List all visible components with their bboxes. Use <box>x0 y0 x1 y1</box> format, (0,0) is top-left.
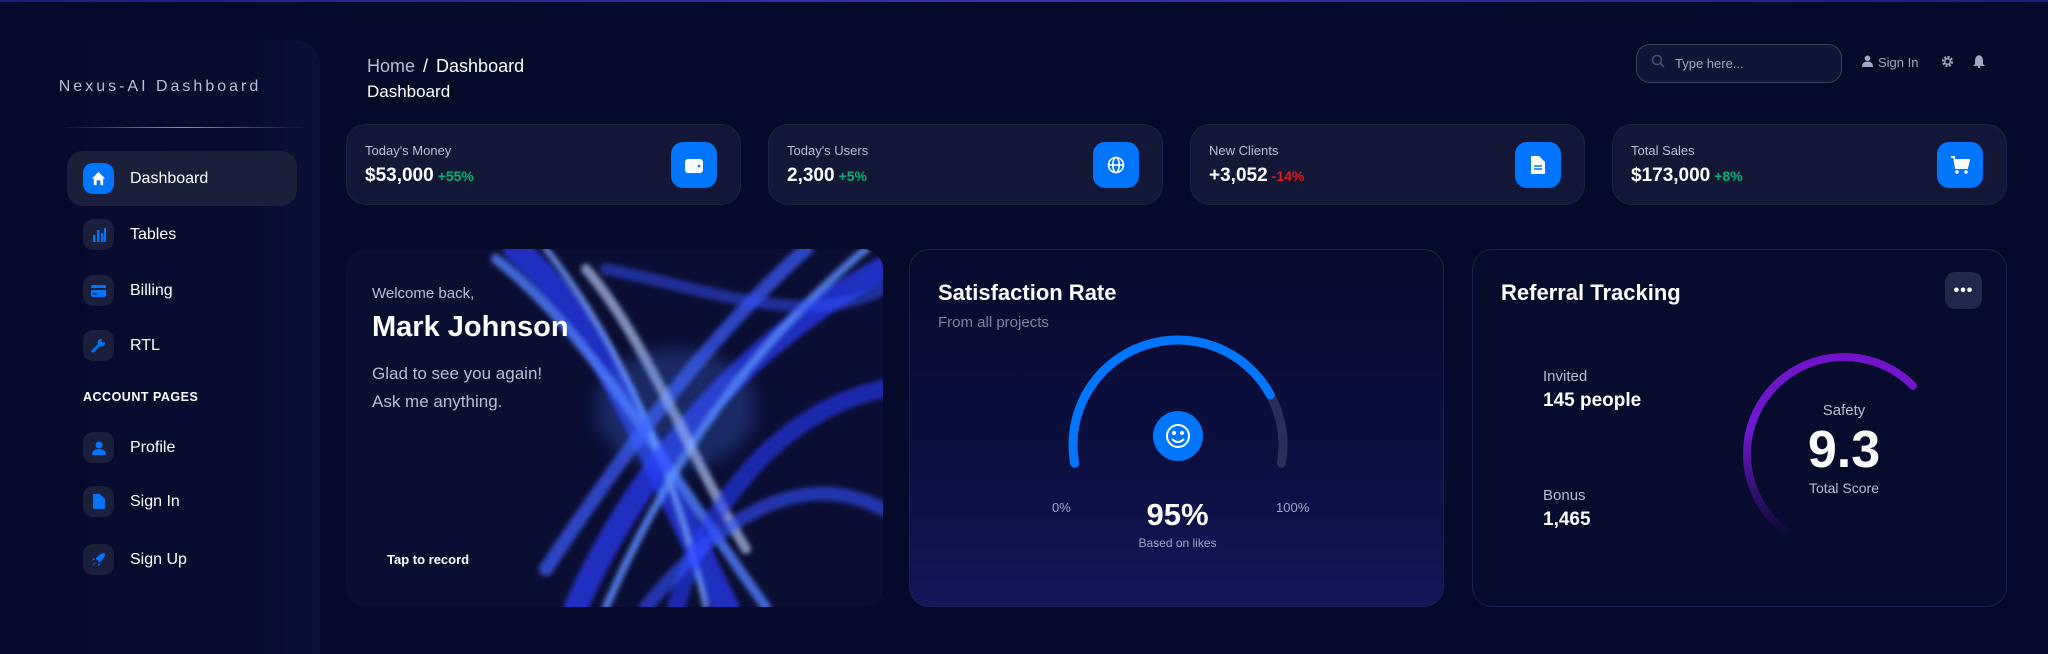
invited-label: Invited <box>1543 368 1588 385</box>
top-border <box>0 0 2048 2</box>
sidebar-divider <box>60 127 305 128</box>
stat-change: -14% <box>1271 168 1305 184</box>
more-options-button[interactable]: ••• <box>1945 272 1982 309</box>
sidebar-item-profile[interactable]: Profile <box>67 420 297 475</box>
sidebar-item-label: Sign Up <box>130 550 187 568</box>
tap-to-record-button[interactable]: Tap to record <box>387 552 470 567</box>
stat-label: Total Sales <box>1631 143 1695 158</box>
sidebar-item-dashboard[interactable]: Dashboard <box>67 151 297 206</box>
stat-label: New Clients <box>1209 143 1279 158</box>
welcome-card: Welcome back, Mark Johnson Glad to see y… <box>346 249 883 607</box>
welcome-message-2: Ask me anything. <box>372 392 503 411</box>
safety-label: Safety <box>1822 402 1866 419</box>
page-title: Dashboard <box>367 82 451 101</box>
stat-value: $173,000 +8% <box>1631 165 1743 187</box>
sidebar-item-label: Tables <box>130 225 177 243</box>
sidebar-item-tables[interactable]: Tables <box>67 207 297 262</box>
satisfaction-value: 95% <box>1146 497 1209 532</box>
globe-icon <box>1093 142 1139 188</box>
invited-value: 145 people <box>1543 390 1642 411</box>
satisfaction-subtitle: From all projects <box>938 314 1049 331</box>
satisfaction-gauge <box>1068 335 1288 468</box>
safety-score: 9.3 <box>1807 421 1881 479</box>
sign-in-label: Sign In <box>1878 55 1919 70</box>
breadcrumb-separator: / <box>423 56 429 76</box>
smile-icon <box>1166 424 1190 448</box>
wrench-icon <box>83 330 114 361</box>
gear-icon[interactable] <box>1941 55 1954 73</box>
sidebar-item-label: Dashboard <box>130 169 209 187</box>
welcome-greeting: Welcome back, <box>372 285 475 302</box>
home-icon <box>83 163 114 194</box>
cart-icon <box>1937 142 1983 188</box>
user-icon <box>83 432 114 463</box>
stat-value: $53,000 +55% <box>365 165 474 187</box>
rocket-icon <box>83 544 114 575</box>
total-score-label: Total Score <box>1808 480 1880 496</box>
stat-number: $53,000 <box>365 165 434 186</box>
stat-card-users: Today's Users 2,300 +5% <box>768 124 1163 205</box>
sidebar <box>0 40 320 654</box>
sidebar-item-label: Profile <box>130 438 176 456</box>
referral-tracking-card: Referral Tracking ••• Invited 145 people… <box>1472 249 2007 607</box>
satisfaction-title: Satisfaction Rate <box>938 280 1117 305</box>
smile-icon-bg <box>1153 411 1203 461</box>
section-label-account: ACCOUNT PAGES <box>83 390 199 404</box>
bonus-label: Bonus <box>1543 487 1586 504</box>
sign-in-link[interactable]: Sign In <box>1862 55 1918 70</box>
stat-number: $173,000 <box>1631 165 1711 186</box>
stat-card-clients: New Clients +3,052 -14% <box>1190 124 1585 205</box>
sidebar-item-rtl[interactable]: RTL <box>67 318 297 373</box>
search-input[interactable] <box>1675 56 1825 71</box>
sidebar-item-sign-up[interactable]: Sign Up <box>67 532 297 587</box>
satisfaction-caption: Based on likes <box>1138 536 1217 550</box>
bell-icon[interactable] <box>1973 55 1985 73</box>
stat-number: 2,300 <box>787 165 835 186</box>
breadcrumb-home[interactable]: Home <box>367 56 416 76</box>
gauge-max-label: 100% <box>1276 500 1310 515</box>
welcome-message-1: Glad to see you again! <box>372 364 543 383</box>
document-icon <box>83 486 114 517</box>
sidebar-item-label: Billing <box>130 281 173 299</box>
stat-label: Today's Users <box>787 143 869 158</box>
wallet-icon <box>671 142 717 188</box>
sidebar-item-billing[interactable]: Billing <box>67 263 297 318</box>
user-name: Mark Johnson <box>372 311 569 343</box>
breadcrumb: Home / Dashboard <box>367 56 524 77</box>
search-box[interactable] <box>1636 44 1842 83</box>
search-icon <box>1651 54 1665 73</box>
app-logo: Nexus-AI Dashboard <box>58 78 262 95</box>
abstract-light-image <box>491 249 883 607</box>
bonus-value: 1,465 <box>1543 509 1591 530</box>
stat-value: 2,300 +5% <box>787 165 867 187</box>
gauge-min-label: 0% <box>1052 500 1071 515</box>
referral-title: Referral Tracking <box>1501 280 1681 305</box>
safety-score-gauge <box>1743 353 1917 543</box>
sidebar-item-sign-in[interactable]: Sign In <box>67 474 297 529</box>
stat-change: +5% <box>838 168 867 184</box>
stat-number: +3,052 <box>1209 165 1268 186</box>
sidebar-item-label: RTL <box>130 336 160 354</box>
bar-chart-icon <box>83 219 114 250</box>
stat-card-sales: Total Sales $173,000 +8% <box>1612 124 2007 205</box>
user-icon <box>1862 55 1873 70</box>
stat-change: +8% <box>1714 168 1743 184</box>
credit-card-icon <box>83 275 114 306</box>
document-icon <box>1515 142 1561 188</box>
stat-value: +3,052 -14% <box>1209 165 1304 187</box>
stat-change: +55% <box>437 168 474 184</box>
breadcrumb-current: Dashboard <box>436 56 525 76</box>
sidebar-item-label: Sign In <box>130 492 180 510</box>
stat-label: Today's Money <box>365 143 452 158</box>
stat-card-money: Today's Money $53,000 +55% <box>346 124 741 205</box>
satisfaction-rate-card: Satisfaction Rate From all projects 0% 1… <box>909 249 1444 607</box>
gauge-fill <box>1743 353 1917 543</box>
gauge-fill <box>1068 335 1275 468</box>
